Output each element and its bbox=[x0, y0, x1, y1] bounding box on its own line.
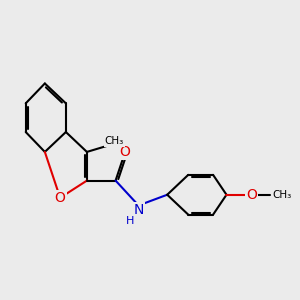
Text: CH₃: CH₃ bbox=[105, 136, 124, 146]
Text: O: O bbox=[120, 145, 130, 159]
Text: O: O bbox=[246, 188, 257, 202]
Text: CH₃: CH₃ bbox=[272, 190, 292, 200]
Text: N: N bbox=[133, 203, 144, 218]
Text: H: H bbox=[126, 216, 134, 226]
Text: O: O bbox=[55, 191, 66, 205]
